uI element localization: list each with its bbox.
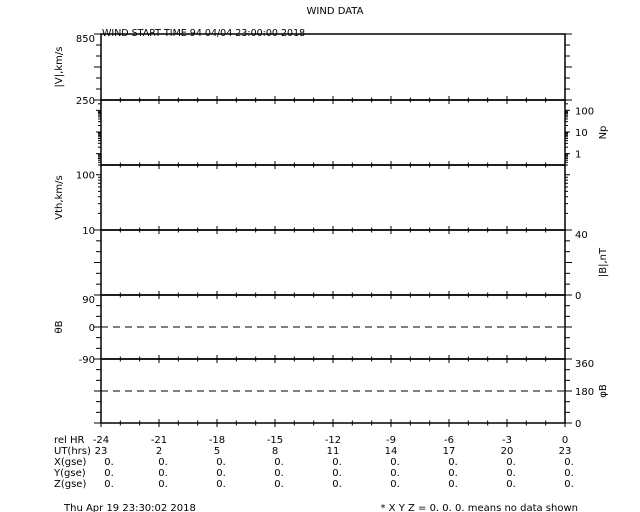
table-cell: 0. — [216, 468, 226, 479]
table-cell: 11 — [327, 446, 340, 457]
panel-frame — [100, 229, 566, 296]
table-cell: 0. — [274, 479, 284, 490]
table-cell: -9 — [386, 435, 396, 446]
table-cell: 14 — [385, 446, 398, 457]
table-cell: 23 — [559, 446, 572, 457]
y-tick-label: 360 — [575, 359, 594, 370]
y-axis-label: |V|,km/s — [54, 47, 65, 88]
table-cell: 0. — [448, 468, 458, 479]
y-tick-label: 100 — [575, 106, 594, 117]
y-tick-label: 1 — [575, 150, 581, 161]
table-cell: 17 — [443, 446, 456, 457]
table-cell: 8 — [272, 446, 278, 457]
table-cell: -24 — [93, 435, 109, 446]
table-cell: -6 — [444, 435, 454, 446]
y-tick-label: 250 — [76, 96, 95, 107]
table-cell: 0. — [216, 479, 226, 490]
y-axis-label: Vth,km/s — [54, 175, 65, 219]
table-cell: -18 — [209, 435, 225, 446]
table-cell: 5 — [214, 446, 220, 457]
y-tick-label: 180 — [575, 387, 594, 398]
y-tick-label: 0 — [575, 291, 581, 302]
table-row-label: rel HR — [54, 435, 85, 446]
y-tick-label: 10 — [575, 128, 588, 139]
table-cell: -3 — [502, 435, 512, 446]
y-axis-label: Np — [598, 126, 609, 140]
table-cell: -12 — [325, 435, 341, 446]
chart-title: WIND DATA — [307, 6, 364, 17]
table-cell: 0. — [104, 468, 114, 479]
y-tick-label: 0 — [575, 419, 581, 430]
y-tick-label: 40 — [575, 230, 588, 241]
table-cell: 2 — [156, 446, 162, 457]
y-axis-label: φB — [598, 384, 609, 398]
table-cell: 0. — [506, 479, 516, 490]
table-cell: 0. — [158, 457, 168, 468]
y-tick-label: 90 — [82, 295, 95, 306]
table-cell: -15 — [267, 435, 283, 446]
table-cell: 0. — [506, 468, 516, 479]
table-cell: 0. — [332, 457, 342, 468]
table-cell: 0. — [332, 468, 342, 479]
table-cell: 0. — [564, 468, 574, 479]
table-cell: 0. — [274, 468, 284, 479]
table-cell: 0. — [448, 479, 458, 490]
footer-left: Thu Apr 19 23:30:02 2018 — [63, 503, 196, 512]
panel-frame — [100, 164, 566, 231]
table-cell: 0. — [274, 457, 284, 468]
panel-frame — [100, 99, 566, 166]
table-cell: 0. — [104, 479, 114, 490]
table-cell: 0. — [390, 457, 400, 468]
table-cell: -21 — [151, 435, 167, 446]
table-row-label: Z(gse) — [54, 479, 86, 490]
table-cell: 0. — [448, 457, 458, 468]
table-cell: 0. — [390, 468, 400, 479]
table-cell: 0. — [332, 479, 342, 490]
y-tick-label: 10 — [82, 226, 95, 237]
table-row-label: Y(gse) — [53, 468, 86, 479]
table-cell: 0. — [104, 457, 114, 468]
table-cell: 0. — [216, 457, 226, 468]
table-cell: 0 — [562, 435, 568, 446]
table-cell: 0. — [506, 457, 516, 468]
y-tick-label: 0 — [89, 323, 95, 334]
y-tick-label: 850 — [76, 34, 95, 45]
table-cell: 20 — [501, 446, 514, 457]
table-row-label: X(gse) — [54, 457, 86, 468]
table-row-label: UT(hrs) — [54, 446, 91, 457]
panel-frame — [100, 33, 566, 101]
footer-right: * X Y Z = 0. 0. 0. means no data shown — [380, 503, 578, 512]
y-tick-label: -90 — [79, 355, 95, 366]
table-cell: 23 — [95, 446, 108, 457]
table-cell: 0. — [564, 457, 574, 468]
table-cell: 0. — [158, 468, 168, 479]
y-axis-label: θB — [54, 320, 65, 333]
y-tick-label: 100 — [76, 171, 95, 182]
table-cell: 0. — [564, 479, 574, 490]
table-cell: 0. — [158, 479, 168, 490]
table-cell: 0. — [390, 479, 400, 490]
y-axis-label: |B|,nT — [598, 247, 609, 277]
